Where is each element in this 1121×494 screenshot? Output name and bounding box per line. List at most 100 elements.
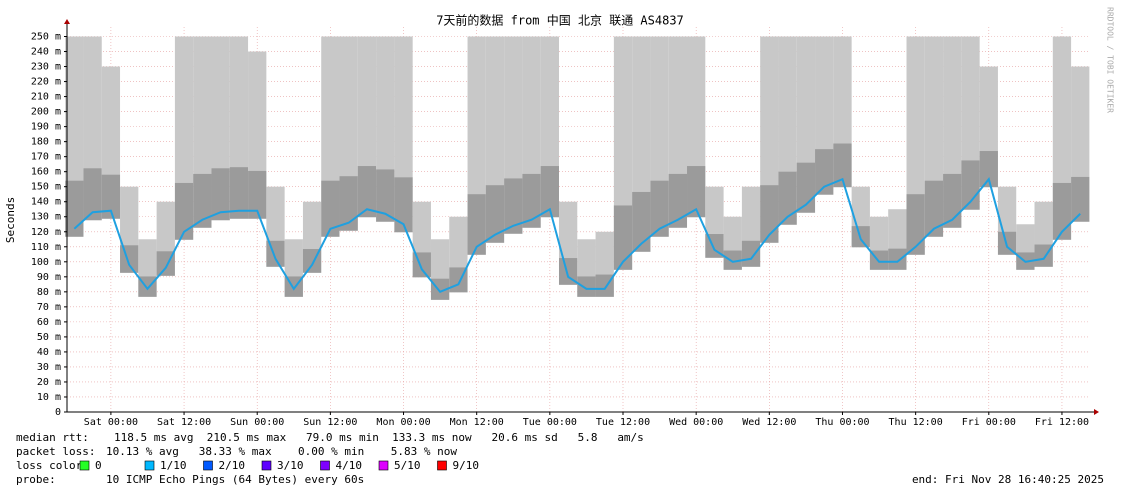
legend-label: 5/10 — [394, 459, 421, 472]
smoke-core — [979, 151, 998, 188]
y-tick-label: 210 m — [31, 92, 61, 103]
smoke-core — [83, 168, 102, 221]
y-tick-label: 0 — [55, 407, 61, 418]
smoke-core — [815, 149, 834, 195]
x-tick-label: Thu 00:00 — [815, 417, 869, 428]
smoke-core — [687, 166, 706, 218]
y-tick-label: 200 m — [31, 107, 61, 118]
smoke-core — [888, 248, 907, 270]
x-tick-label: Fri 12:00 — [1035, 417, 1089, 428]
smoke-core — [540, 166, 559, 218]
legend: median rtt: 118.5 ms avg 210.5 ms max 79… — [16, 431, 1104, 486]
smoke-core — [248, 170, 267, 219]
x-tick-label: Fri 00:00 — [962, 417, 1016, 428]
legend-swatch — [203, 460, 213, 471]
x-tick-label: Sat 00:00 — [84, 417, 138, 428]
smoke-core — [632, 191, 651, 252]
y-tick-label: 40 m — [37, 347, 61, 358]
x-axis-arrow — [1094, 409, 1099, 415]
y-tick-label: 80 m — [37, 287, 61, 298]
legend-label: 0 — [95, 459, 102, 472]
x-tick-label: Sat 12:00 — [157, 417, 211, 428]
smoke-core — [522, 173, 541, 228]
stat-text: 118.5 ms avg 210.5 ms max 79.0 ms min 13… — [114, 431, 644, 444]
smoke-core — [467, 194, 486, 255]
y-tick-label: 120 m — [31, 227, 61, 238]
x-tick-label: Sun 12:00 — [303, 417, 357, 428]
y-axis-arrow — [64, 19, 70, 24]
y-tick-label: 240 m — [31, 47, 61, 58]
y-tick-label: 170 m — [31, 152, 61, 163]
y-tick-label: 70 m — [37, 302, 61, 313]
end-time: end: Fri Nov 28 16:40:25 2025 — [912, 473, 1104, 486]
y-tick-label: 230 m — [31, 62, 61, 73]
legend-swatch — [378, 460, 389, 471]
y-tick-label: 180 m — [31, 137, 61, 148]
x-tick-label: Sun 00:00 — [230, 417, 284, 428]
y-tick-label: 110 m — [31, 242, 61, 253]
legend-swatch — [79, 460, 90, 471]
y-axis-label: Seconds — [4, 197, 17, 243]
y-tick-label: 100 m — [31, 257, 61, 268]
x-tick-label: Mon 00:00 — [376, 417, 430, 428]
smoke-core — [321, 180, 340, 237]
smoke-core — [193, 173, 212, 228]
smoke-core — [595, 274, 614, 297]
y-tick-label: 50 m — [37, 332, 61, 343]
smoke-core — [339, 176, 358, 231]
legend-label: 3/10 — [277, 459, 304, 472]
x-tick-label: Wed 00:00 — [669, 417, 723, 428]
smoke-core — [101, 174, 121, 219]
smoke-core — [211, 168, 230, 221]
smoke-core — [1052, 182, 1072, 240]
smoke-core — [577, 276, 596, 297]
plot-area — [65, 27, 1090, 413]
y-tick-label: 90 m — [37, 272, 61, 283]
stat-label: packet loss: — [16, 445, 95, 458]
smoke-core — [1071, 176, 1090, 222]
smoke-core — [229, 167, 249, 219]
x-tick-label: Tue 00:00 — [523, 417, 577, 428]
smoke-core — [430, 278, 450, 300]
x-tick-label: Wed 12:00 — [742, 417, 796, 428]
legend-swatch — [144, 460, 155, 471]
smoke-core — [650, 180, 669, 237]
smoke-core — [668, 173, 688, 228]
y-tick-label: 220 m — [31, 77, 61, 88]
smoke-core — [504, 178, 523, 234]
median-line — [73, 177, 1081, 294]
legend-label: 4/10 — [336, 459, 363, 472]
y-tick-label: 250 m — [31, 32, 61, 43]
smoke-core — [376, 169, 395, 222]
y-tick-label: 190 m — [31, 122, 61, 133]
y-tick-label: 160 m — [31, 167, 61, 178]
stat-text: 10.13 % avg 38.33 % max 0.00 % min 5.83 … — [106, 445, 457, 458]
smoke-core — [833, 143, 852, 188]
y-tick-label: 30 m — [37, 362, 61, 373]
smoke-core — [120, 245, 139, 273]
y-tick-label: 130 m — [31, 212, 61, 223]
y-tick-label: 150 m — [31, 182, 61, 193]
smoke-core — [174, 182, 194, 240]
smoke-core — [394, 177, 413, 233]
smoke-core — [485, 185, 505, 243]
y-tick-label: 60 m — [37, 317, 61, 328]
smoke-core — [357, 166, 377, 218]
x-tick-label: Mon 12:00 — [450, 417, 504, 428]
y-tick-label: 140 m — [31, 197, 61, 208]
stat-label: median rtt: — [16, 431, 89, 444]
chart-title: 7天前的数据 from 中国 北京 联通 AS4837 — [436, 13, 684, 28]
legend-swatch — [320, 460, 330, 471]
smoke-core — [613, 205, 633, 270]
legend-swatch — [437, 460, 447, 471]
legend-label: 2/10 — [219, 459, 246, 472]
smoke-core — [558, 258, 578, 285]
stat-label: probe: — [16, 473, 56, 486]
x-tick-label: Thu 12:00 — [889, 417, 943, 428]
smoke-core — [723, 250, 742, 270]
y-tick-label: 20 m — [37, 377, 61, 388]
watermark: RRDTOOL / TOBI OETIKER — [1106, 7, 1115, 113]
smoke-core — [906, 194, 925, 255]
smoke-core — [924, 180, 944, 237]
